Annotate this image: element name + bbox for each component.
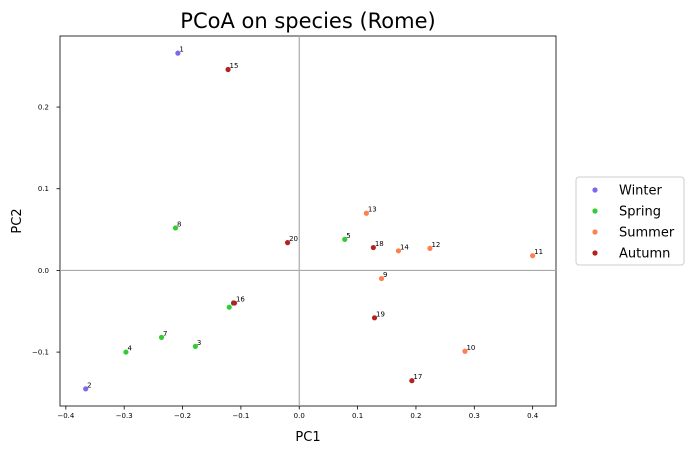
data-point-winter: [83, 386, 89, 392]
data-point-label: 8: [177, 220, 181, 228]
x-tick-label: 0.1: [352, 412, 363, 420]
data-point-autumn: [231, 300, 238, 306]
x-tick-label: −0.2: [174, 412, 191, 420]
legend-marker-spring: [592, 208, 598, 214]
y-tick-label: −0.1: [32, 349, 49, 357]
data-point-label: 1: [179, 46, 183, 54]
data-point-summer: [395, 248, 402, 254]
x-tick-label: −0.3: [116, 412, 133, 420]
data-point-spring: [158, 334, 165, 340]
data-point-summer: [530, 253, 536, 259]
data-point-spring: [342, 236, 348, 242]
data-point-summer: [462, 348, 468, 354]
x-axis-label: PC1: [295, 430, 320, 445]
x-tick-label: −0.1: [232, 412, 249, 420]
data-point-label: 16: [236, 296, 245, 304]
data-point-label: 2: [87, 381, 91, 389]
data-point-label: 14: [400, 243, 409, 251]
legend-label-summer: Summer: [619, 226, 675, 241]
data-point-spring: [172, 225, 179, 231]
data-point-summer: [427, 245, 433, 251]
y-tick-label: 0.1: [38, 185, 49, 193]
legend-marker-summer: [592, 229, 598, 235]
data-point-label: 5: [346, 232, 350, 240]
data-point-label: 7: [163, 330, 167, 338]
data-point-label: 11: [534, 248, 543, 256]
data-point-summer: [378, 275, 385, 282]
data-point-autumn: [371, 315, 378, 321]
x-tick-label: 0.4: [527, 412, 539, 420]
data-point-spring: [226, 304, 232, 310]
x-axis-ticks: −0.4 −0.3 −0.2 −0.1 0.0 0.1 0.2 0.3 0.4: [57, 406, 539, 420]
x-tick-label: 0.3: [469, 412, 480, 420]
data-points: 1234567891011121314151617181920: [83, 46, 543, 392]
data-point-label: 9: [383, 271, 387, 279]
data-point-label: 17: [413, 373, 422, 381]
legend-label-spring: Spring: [619, 205, 661, 220]
legend: Winter Spring Summer Autumn: [575, 176, 685, 266]
x-tick-label: 0.0: [294, 412, 305, 420]
legend-marker-winter: [592, 187, 598, 193]
data-point-label: 13: [368, 206, 377, 214]
data-point-label: 4: [127, 345, 132, 353]
data-point-autumn: [409, 378, 415, 384]
data-point-label: 3: [197, 339, 201, 347]
x-tick-label: 0.2: [410, 412, 421, 420]
legend-label-autumn: Autumn: [619, 247, 670, 262]
data-point-label: 12: [431, 241, 440, 249]
data-point-spring: [192, 343, 198, 349]
data-point-label: 18: [375, 240, 384, 248]
x-tick-label: −0.4: [57, 412, 75, 420]
legend-marker-autumn: [592, 250, 598, 256]
data-point-autumn: [284, 240, 291, 246]
data-point-label: 15: [230, 62, 239, 70]
data-point-autumn: [370, 244, 376, 251]
legend-label-winter: Winter: [619, 184, 663, 199]
legend-box: [575, 176, 685, 266]
plot-area: [59, 35, 557, 407]
data-point-spring: [123, 349, 129, 355]
data-point-label: 20: [289, 235, 298, 243]
data-point-winter: [175, 50, 181, 56]
data-point-summer: [363, 210, 369, 216]
data-point-label: 10: [466, 344, 475, 352]
data-point-label: 19: [376, 310, 385, 318]
y-tick-label: 0.2: [38, 104, 49, 112]
y-tick-label: 0.0: [38, 267, 49, 275]
chart-title: PCoA on species (Rome): [180, 9, 435, 33]
y-axis-label: PC2: [10, 208, 25, 233]
data-point-autumn: [225, 66, 231, 73]
y-axis-ticks: −0.1 0.0 0.1 0.2: [32, 104, 60, 357]
